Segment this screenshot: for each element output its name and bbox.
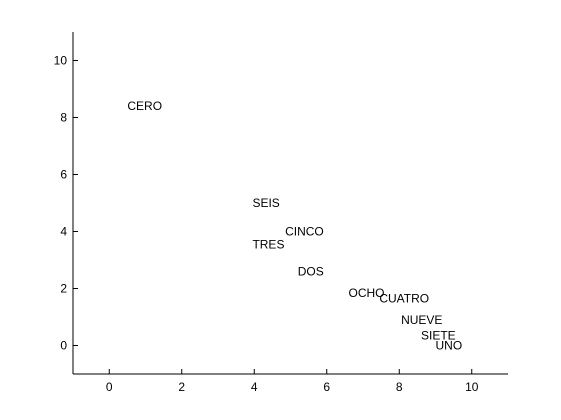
y-ticks: 0 2 4 6 8 10 [54,54,78,353]
x-tick-label: 2 [178,380,185,394]
point-label-cero: CERO [127,99,162,113]
x-tick-label: 6 [323,380,330,394]
x-tick-label: 0 [106,380,113,394]
point-label-nueve: NUEVE [401,313,442,327]
point-label-seis: SEIS [252,196,279,210]
y-tick-label: 6 [60,168,67,182]
axes [72,32,508,375]
x-tick-label: 4 [251,380,258,394]
point-label-siete: SIETE [421,329,456,343]
y-tick-label: 10 [54,54,68,68]
y-tick-label: 2 [60,282,67,296]
point-label-cinco: CINCO [285,225,324,239]
y-tick-label: 4 [60,225,67,239]
y-tick-label: 8 [60,111,67,125]
point-label-dos: DOS [298,264,324,278]
point-label-tres: TRES [252,237,284,251]
point-label-cuatro: CUATRO [379,291,429,305]
x-ticks: 0 2 4 6 8 10 [106,369,479,394]
x-tick-label: 10 [465,380,479,394]
y-tick-label: 0 [60,339,67,353]
point-label-uno: UNO [436,339,463,353]
x-tick-label: 8 [396,380,403,394]
point-label-ocho: OCHO [349,286,385,300]
